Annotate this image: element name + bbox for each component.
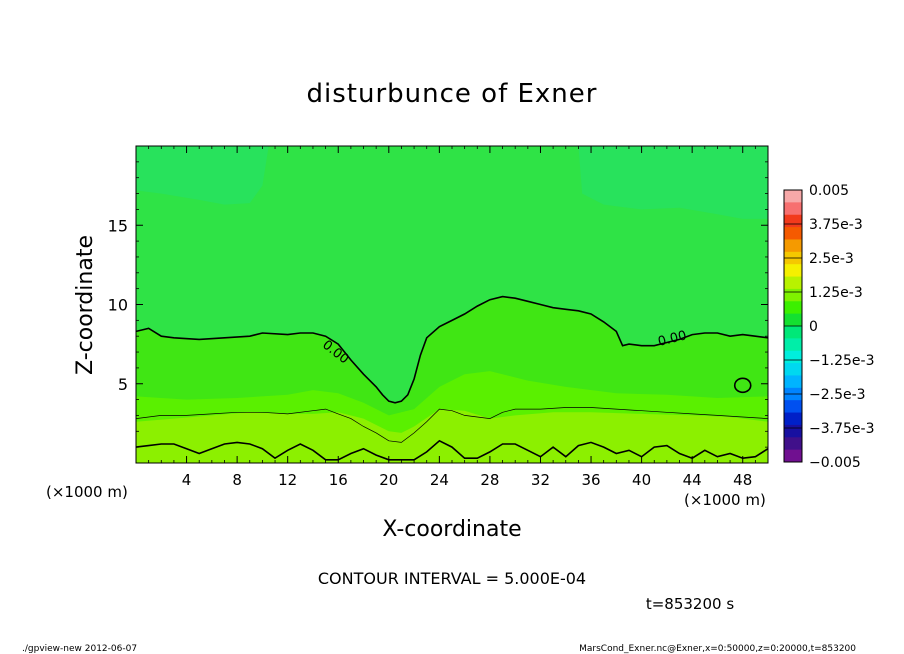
x-tick-label: 36 <box>581 471 600 489</box>
colorbar-segment <box>784 264 802 278</box>
colorbar-segment <box>784 276 802 290</box>
x-tick-label: 4 <box>182 471 192 489</box>
colorbar-tick-label: 0 <box>809 319 818 335</box>
contour-thin <box>136 407 768 443</box>
footer-right: MarsCond_Exner.nc@Exner,x=0:50000,z=0:20… <box>579 644 856 654</box>
colorbar-segment <box>784 239 802 253</box>
colorbar-segment <box>784 214 802 228</box>
x-tick-label: 16 <box>329 471 348 489</box>
colorbar-segment <box>784 227 802 240</box>
colorbar-tick-label: −2.5e-3 <box>809 387 866 403</box>
y-tick-label: 5 <box>118 375 128 394</box>
colorbar-segment <box>784 424 802 438</box>
colorbar-segment <box>784 301 802 315</box>
field-band-top-right <box>578 146 768 219</box>
y-tick-label: 15 <box>108 216 128 235</box>
colorbar: 0.005 3.75e-3 2.5e-3 1.25e-3 0 −1.25e-3 −2.5e-… <box>783 183 874 471</box>
chart-title: disturbunce of Exner <box>307 79 598 109</box>
x-tick-label: 24 <box>430 471 449 489</box>
contour-interval-text: CONTOUR INTERVAL = 5.000E-04 <box>318 569 586 588</box>
y-axis: 5 10 15 <box>108 161 768 448</box>
contour-label: 0.00 <box>656 328 688 350</box>
colorbar-segment <box>784 190 802 203</box>
x-tick-label: 48 <box>733 471 752 489</box>
small-closed-contour <box>733 377 752 394</box>
colorbar-segment <box>784 202 802 216</box>
y-tick-label: 10 <box>108 296 128 315</box>
x-tick-label: 32 <box>531 471 550 489</box>
colorbar-segment <box>784 338 802 352</box>
colorbar-tick-label: 3.75e-3 <box>809 217 863 233</box>
colorbar-segment <box>784 400 802 414</box>
colorbar-tick-label: 1.25e-3 <box>809 285 863 301</box>
x-tick-label: 20 <box>379 471 398 489</box>
footer-left: ./gpview-new 2012-06-07 <box>22 644 137 654</box>
x-axis-label: X-coordinate <box>382 517 521 542</box>
colorbar-segment <box>784 288 802 302</box>
field-band-top-left <box>136 146 269 205</box>
colorbar-tick-label: −1.25e-3 <box>809 353 874 369</box>
colorbar-tick-label: 2.5e-3 <box>809 251 854 267</box>
x-tick-label: 44 <box>683 471 702 489</box>
x-unit-right: (×1000 m) <box>684 491 766 509</box>
zero-contour-lower <box>136 439 768 461</box>
x-tick-label: 28 <box>480 471 499 489</box>
y-axis-label: Z-coordinate <box>73 235 98 375</box>
colorbar-segment <box>784 412 802 426</box>
colorbar-segment <box>784 449 802 463</box>
zero-contour-upper <box>136 295 768 404</box>
colorbar-tick-label: 0.005 <box>809 183 849 199</box>
colorbar-segment <box>784 313 802 327</box>
colorbar-segment <box>784 375 802 389</box>
time-text: t=853200 s <box>646 595 734 613</box>
colorbar-segment <box>784 350 802 364</box>
x-axis: 4 8 12 16 20 24 28 32 36 40 44 48 <box>148 146 756 489</box>
x-tick-label: 8 <box>232 471 242 489</box>
x-tick-label: 12 <box>278 471 297 489</box>
colorbar-segment <box>784 363 802 376</box>
colorbar-tick-label: −3.75e-3 <box>809 421 874 437</box>
field-band-bottom <box>136 409 768 463</box>
contour-lines <box>136 295 768 461</box>
colorbar-segment <box>784 437 802 451</box>
colorbar-tick-label: −0.005 <box>809 455 861 471</box>
x-tick-label: 40 <box>632 471 651 489</box>
plot-area <box>136 146 768 463</box>
x-unit-left: (×1000 m) <box>46 483 128 501</box>
colorbar-segment <box>784 326 802 339</box>
